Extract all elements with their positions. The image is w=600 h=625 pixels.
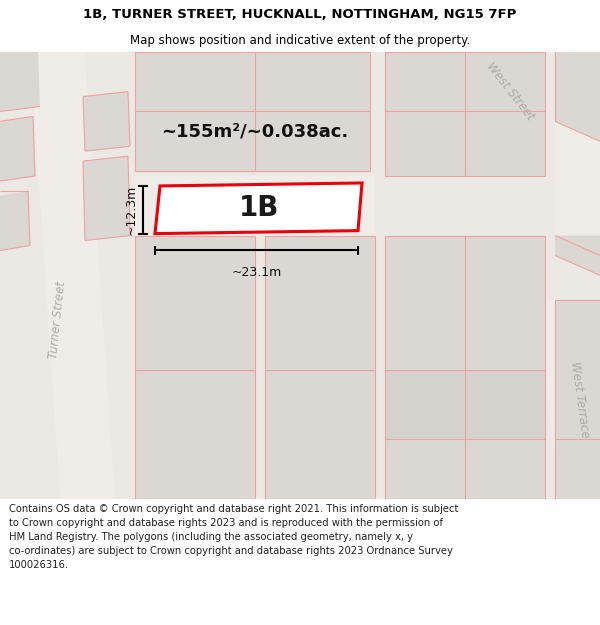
Polygon shape — [265, 236, 375, 369]
Polygon shape — [0, 116, 35, 181]
Text: ~12.3m: ~12.3m — [125, 184, 137, 235]
Polygon shape — [385, 369, 545, 499]
Text: ~155m²/~0.038ac.: ~155m²/~0.038ac. — [161, 122, 349, 141]
Polygon shape — [83, 156, 130, 241]
Text: 1B, TURNER STREET, HUCKNALL, NOTTINGHAM, NG15 7FP: 1B, TURNER STREET, HUCKNALL, NOTTINGHAM,… — [83, 8, 517, 21]
Polygon shape — [0, 52, 40, 111]
Polygon shape — [135, 369, 255, 499]
Polygon shape — [155, 183, 362, 234]
Polygon shape — [385, 236, 545, 369]
Text: West Street: West Street — [484, 60, 536, 123]
Text: Contains OS data © Crown copyright and database right 2021. This information is : Contains OS data © Crown copyright and d… — [9, 504, 458, 570]
Text: ~23.1m: ~23.1m — [232, 266, 281, 279]
Polygon shape — [135, 176, 375, 236]
Polygon shape — [385, 369, 545, 439]
Text: 1B: 1B — [239, 194, 279, 222]
Polygon shape — [135, 236, 255, 369]
Polygon shape — [555, 300, 600, 439]
Polygon shape — [555, 121, 600, 256]
Polygon shape — [0, 52, 600, 499]
Text: West Terrace: West Terrace — [568, 361, 592, 439]
Polygon shape — [83, 92, 130, 151]
Polygon shape — [30, 52, 115, 499]
Polygon shape — [555, 439, 600, 499]
Polygon shape — [555, 236, 600, 275]
Polygon shape — [385, 52, 545, 176]
Polygon shape — [265, 369, 375, 499]
Text: Map shows position and indicative extent of the property.: Map shows position and indicative extent… — [130, 34, 470, 47]
Polygon shape — [555, 52, 600, 141]
Polygon shape — [535, 300, 600, 499]
Text: Turner Street: Turner Street — [47, 281, 68, 359]
Polygon shape — [135, 52, 370, 171]
Polygon shape — [0, 191, 30, 251]
